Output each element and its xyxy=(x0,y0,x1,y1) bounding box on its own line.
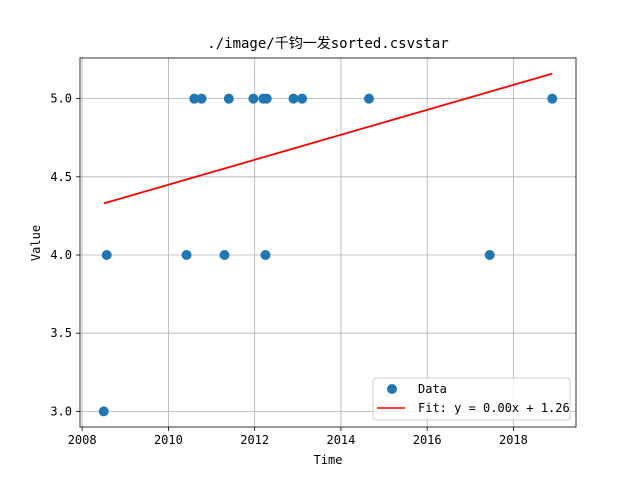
data-point xyxy=(196,93,207,104)
y-tick-label: 3.0 xyxy=(50,404,72,418)
y-tick-label: 4.0 xyxy=(50,248,72,262)
data-point xyxy=(288,93,299,104)
x-tick-label: 2016 xyxy=(413,433,442,447)
y-axis-label: Value xyxy=(29,225,43,261)
chart-title: ./image/千钧一发sorted.csvstar xyxy=(207,36,448,52)
x-tick-label: 2018 xyxy=(499,433,528,447)
data-point xyxy=(547,93,558,104)
legend-label-data: Data xyxy=(418,382,447,396)
x-axis-label: Time xyxy=(314,453,343,467)
x-tick-label: 2014 xyxy=(326,433,355,447)
x-tick-label: 2010 xyxy=(154,433,183,447)
data-point xyxy=(248,93,259,104)
grid xyxy=(80,58,576,427)
legend-box xyxy=(372,377,571,421)
data-point xyxy=(219,250,230,261)
fit-line xyxy=(103,72,553,205)
data-point xyxy=(189,93,200,104)
x-axis-ticks: 2008 2010 2012 2014 2016 2018 xyxy=(68,427,528,447)
legend-scatter-marker xyxy=(387,384,397,394)
plot-frame xyxy=(79,57,577,428)
legend: Data Fit: y = 0.00x + 1.26 xyxy=(372,377,571,421)
data-point xyxy=(223,93,234,104)
scatter-points-layer xyxy=(98,93,558,417)
y-tick-label: 5.0 xyxy=(50,92,72,106)
data-point xyxy=(363,93,374,104)
data-point xyxy=(261,93,272,104)
y-tick-label: 4.5 xyxy=(50,170,72,184)
data-point xyxy=(101,250,112,261)
data-point xyxy=(181,250,192,261)
data-point xyxy=(260,250,271,261)
legend-label-fit: Fit: y = 0.00x + 1.26 xyxy=(418,401,570,415)
x-tick-label: 2008 xyxy=(68,433,97,447)
y-tick-label: 3.5 xyxy=(50,326,72,340)
y-axis-ticks: 3.0 3.5 4.0 4.5 5.0 xyxy=(50,92,80,418)
fit-line-layer xyxy=(103,72,553,205)
data-point xyxy=(484,250,495,261)
x-tick-label: 2012 xyxy=(240,433,269,447)
data-point xyxy=(98,406,109,417)
data-point xyxy=(297,93,308,104)
